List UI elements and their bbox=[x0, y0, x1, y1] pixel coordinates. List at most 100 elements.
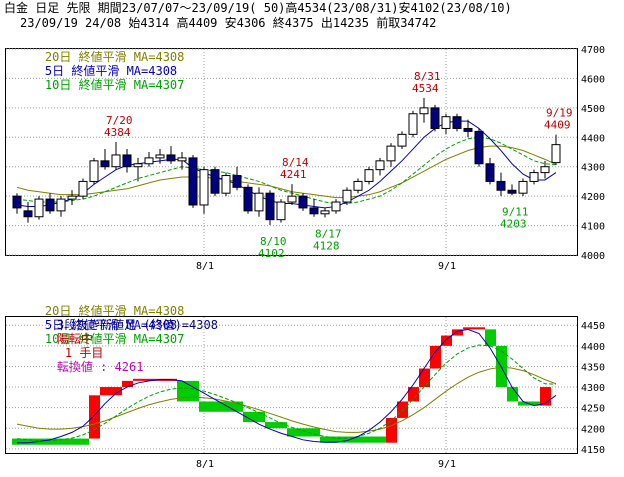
break-brick bbox=[100, 387, 122, 396]
candle-body bbox=[540, 166, 550, 174]
break-brick bbox=[320, 436, 386, 443]
annotation-date: 7/20 bbox=[106, 114, 133, 127]
candle bbox=[496, 172, 506, 197]
candle-body bbox=[210, 169, 220, 194]
break-brick bbox=[419, 368, 430, 388]
candle bbox=[243, 184, 253, 214]
candle-body bbox=[155, 154, 165, 159]
candle-body bbox=[254, 192, 264, 212]
y-tick-label: 4500 bbox=[581, 104, 605, 115]
candle-body bbox=[188, 157, 198, 206]
candle bbox=[67, 190, 77, 205]
break-brick bbox=[122, 380, 133, 388]
candle bbox=[232, 166, 242, 191]
y-tick-label: 4400 bbox=[581, 342, 605, 353]
candle-body bbox=[507, 189, 517, 194]
candle-body bbox=[485, 163, 495, 182]
candle bbox=[166, 146, 176, 164]
candle-body bbox=[67, 195, 77, 200]
break-brick bbox=[540, 387, 551, 406]
candle bbox=[100, 149, 110, 170]
ma10-line bbox=[16, 344, 557, 442]
annotation-date: 8/31 bbox=[414, 70, 441, 83]
candle bbox=[397, 131, 407, 150]
legend2-ma20: 20日 終値平滑 MA=4308 bbox=[44, 304, 185, 318]
candle bbox=[309, 199, 319, 217]
candle bbox=[56, 196, 66, 217]
candle-body bbox=[166, 154, 176, 162]
price-chart-panel: 20日 終値平滑 MA=4308 5日 終値平滑 MA=4308 10日 終値平… bbox=[5, 45, 605, 272]
candle-body bbox=[232, 175, 242, 188]
chart-title: 白金 日足 先限 期間23/07/07～23/09/19( 50)高4534(2… bbox=[4, 1, 624, 15]
candle bbox=[221, 172, 231, 197]
break-brick bbox=[441, 335, 452, 346]
break-brick bbox=[12, 438, 89, 445]
candle-body bbox=[551, 144, 561, 164]
legend-ma20: 20日 終値平滑 MA=4308 bbox=[44, 50, 185, 64]
annotation-value: 4203 bbox=[500, 217, 527, 230]
candle bbox=[463, 119, 473, 138]
candle bbox=[507, 184, 517, 196]
candle-body bbox=[221, 175, 231, 194]
y-tick-label: 4300 bbox=[581, 163, 605, 174]
candle-body bbox=[419, 107, 429, 115]
candle-body bbox=[331, 201, 341, 212]
candle bbox=[375, 157, 385, 176]
annotation-date: 8/10 bbox=[260, 235, 287, 248]
annotation-date: 8/14 bbox=[282, 156, 309, 169]
candle-body bbox=[265, 192, 275, 221]
candle-body bbox=[353, 180, 363, 191]
candle bbox=[254, 187, 264, 217]
candle bbox=[331, 199, 341, 214]
annotation-value: 4241 bbox=[280, 168, 307, 181]
candle-body bbox=[34, 198, 44, 218]
y-tick-label: 4350 bbox=[581, 362, 605, 373]
candle-body bbox=[529, 172, 539, 182]
break-count: 1 手目 bbox=[64, 346, 104, 360]
candle-body bbox=[100, 160, 110, 168]
candle bbox=[23, 202, 33, 223]
ma10-line bbox=[16, 136, 557, 204]
candle bbox=[430, 104, 440, 132]
session-summary: 23/09/19 24/08 始4314 高4409 安4306 終4375 出… bbox=[20, 16, 437, 30]
ma5-line bbox=[17, 328, 557, 444]
candle bbox=[441, 113, 451, 135]
candle bbox=[529, 169, 539, 185]
x-tick-label: 8/1 bbox=[196, 459, 214, 470]
break-brick bbox=[507, 387, 518, 402]
legend-ma5: 5日 終値平滑 MA=4308 bbox=[44, 64, 178, 78]
break-brick bbox=[243, 411, 265, 423]
candle-body bbox=[463, 127, 473, 132]
candle-body bbox=[518, 180, 528, 194]
candle bbox=[144, 152, 154, 167]
break-brick bbox=[408, 387, 419, 402]
y-tick-label: 4450 bbox=[581, 321, 605, 332]
candle bbox=[474, 128, 484, 167]
candle-body bbox=[78, 180, 88, 197]
candle bbox=[45, 193, 55, 214]
candle bbox=[353, 178, 363, 194]
legend2-ma10: 10日 終値平滑 MA=4307 bbox=[44, 332, 185, 346]
candle-body bbox=[474, 130, 484, 165]
candle-body bbox=[375, 160, 385, 171]
break-brick bbox=[485, 329, 496, 346]
candle-body bbox=[12, 195, 22, 209]
candle bbox=[12, 193, 22, 214]
y-tick-label: 4700 bbox=[581, 45, 605, 56]
break-status: 陽転中 bbox=[56, 332, 93, 346]
y-tick-label: 4200 bbox=[581, 192, 605, 203]
ma20-line bbox=[16, 366, 557, 433]
break-brick bbox=[89, 395, 100, 439]
annotation-value: 4409 bbox=[544, 119, 571, 132]
candle-body bbox=[133, 163, 143, 168]
annotation-value: 4384 bbox=[104, 126, 131, 139]
break-brick bbox=[287, 428, 320, 437]
candle bbox=[518, 178, 528, 197]
y-tick-label: 4250 bbox=[581, 404, 605, 415]
candle bbox=[122, 149, 132, 173]
candle bbox=[133, 157, 143, 182]
candle bbox=[276, 199, 286, 223]
candle-body bbox=[23, 210, 33, 218]
break-brick bbox=[177, 380, 199, 402]
candle bbox=[210, 166, 220, 197]
